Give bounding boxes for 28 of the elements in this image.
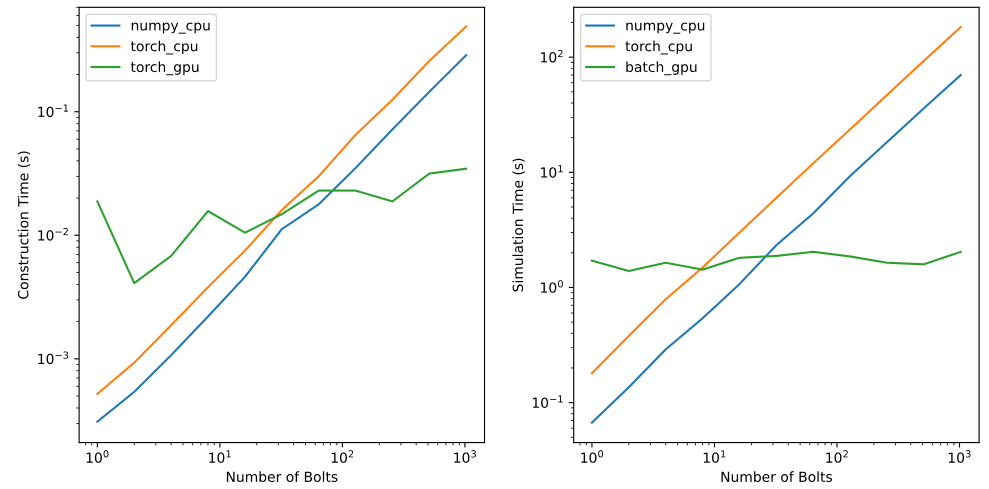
x-axis-title: Number of Bolts xyxy=(226,471,338,482)
legend-label: torch_gpu xyxy=(130,61,198,76)
y-tick-label: 10$^{−2}$ xyxy=(38,228,68,241)
line-series xyxy=(590,74,962,424)
y-tick-label: 10$^{−3}$ xyxy=(38,351,68,364)
x-tick-label: 10$^{1}$ xyxy=(209,450,231,463)
x-tick-label: 10$^{3}$ xyxy=(948,450,971,463)
x-tick-label: 10$^{1}$ xyxy=(704,450,726,463)
x-tick-label: 10$^{0}$ xyxy=(86,450,108,463)
y-tick-label: 10$^{1}$ xyxy=(541,165,563,178)
x-tick-label: 10$^{2}$ xyxy=(826,450,848,463)
x-axis-title: Number of Bolts xyxy=(721,471,832,482)
legend-label: batch_gpu xyxy=(626,61,696,76)
x-tick-label: 10$^{3}$ xyxy=(454,450,476,463)
legend-label: numpy_cpu xyxy=(626,22,704,34)
line-series xyxy=(590,250,962,272)
y-tick-label: 10$^{0}$ xyxy=(541,280,563,293)
y-tick-label: 10$^{−1}$ xyxy=(38,104,68,118)
x-tick-label: 10$^{2}$ xyxy=(332,450,354,463)
y-tick-label: 10$^{2}$ xyxy=(541,50,563,63)
line-series xyxy=(96,168,468,284)
y-tick-label: 10$^{−1}$ xyxy=(532,395,563,408)
legend-label: numpy_cpu xyxy=(132,22,210,34)
x-tick-label: 10$^{0}$ xyxy=(581,450,604,463)
y-axis-title: Simulation Time (s) xyxy=(512,158,525,292)
y-axis-title: Construction Time (s) xyxy=(18,151,30,299)
legend-label: torch_cpu xyxy=(625,40,692,54)
legend-label: torch_cpu xyxy=(130,40,198,54)
